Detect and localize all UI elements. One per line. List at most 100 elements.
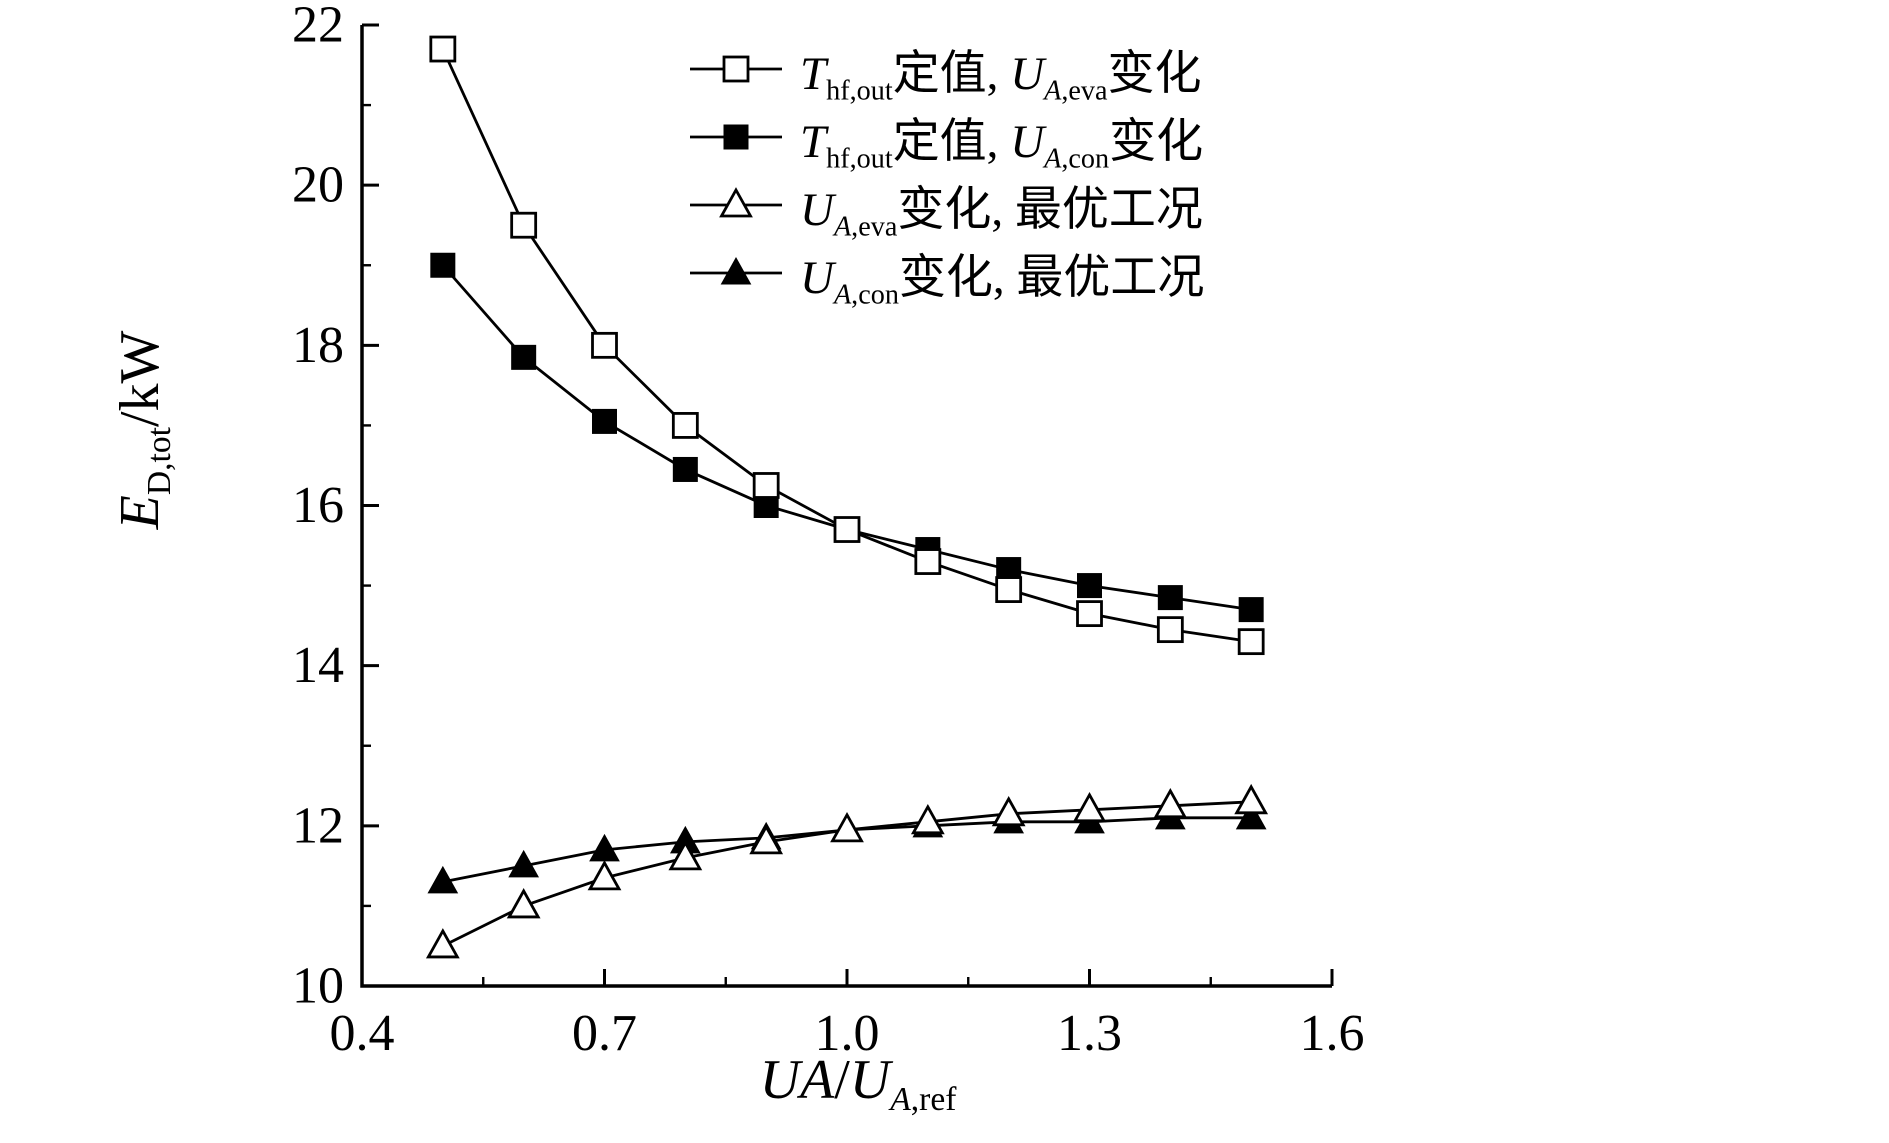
data-point-marker <box>1238 597 1264 623</box>
legend-sub: A,con <box>1044 143 1109 174</box>
legend-item: UA,eva变化, 最优工况 <box>688 170 1204 242</box>
legend-text: 变化, 最优工况 <box>897 183 1203 236</box>
legend-marker <box>723 124 749 150</box>
data-point-marker <box>991 795 1026 827</box>
open-square-marker-icon <box>688 50 784 86</box>
data-point-marker <box>1153 787 1188 819</box>
y-axis-tick-label: 10 <box>292 958 344 1015</box>
x-axis-tick-label: 0.4 <box>330 1005 395 1062</box>
data-point-marker <box>668 839 703 871</box>
x-axis-subscript-roman: ,ref <box>910 1081 957 1119</box>
data-point-marker <box>591 331 618 359</box>
legend-text: 定值, <box>892 47 1011 100</box>
data-point-marker <box>752 472 780 499</box>
x-axis-subscript: A,ref <box>890 1081 956 1118</box>
legend-var: U <box>800 183 834 236</box>
legend-marker <box>722 55 750 83</box>
legend-marker <box>719 187 753 218</box>
legend-label: UA,con变化, 最优工况 <box>800 238 1205 310</box>
legend-var: U <box>1010 115 1045 168</box>
y-axis-tick-label: 22 <box>292 0 344 54</box>
data-point-marker <box>506 888 541 919</box>
legend-item: Thf,out定值, UA,eva变化 <box>688 34 1204 106</box>
data-point-marker <box>508 849 540 878</box>
legend-sub: hf,out <box>826 143 893 174</box>
data-point-marker <box>1072 791 1107 823</box>
data-point-marker <box>914 548 942 575</box>
data-point-marker <box>1237 628 1265 656</box>
legend-sub-roman: ,eva <box>851 210 898 242</box>
y-axis-tick-label: 12 <box>292 797 344 854</box>
legend-text: 定值, <box>892 115 1011 168</box>
legend-sub-italic: A <box>1044 142 1062 174</box>
legend-sub-roman: ,con <box>851 278 899 310</box>
y-axis-tick-label: 16 <box>292 477 344 534</box>
data-point-marker <box>429 35 457 63</box>
legend-sub: A,con <box>834 279 899 310</box>
data-point-marker <box>1156 616 1184 644</box>
data-point-marker <box>1076 600 1103 628</box>
data-point-marker <box>510 211 538 239</box>
filled-square-marker-icon <box>688 118 784 154</box>
legend-sub-roman: hf,out <box>826 142 893 174</box>
legend-sub: A,eva <box>834 211 897 242</box>
legend-text: 变化 <box>1109 115 1204 168</box>
legend-sub-italic: A <box>833 210 852 242</box>
data-point-marker <box>1235 801 1267 830</box>
x-axis-tick-label: 1.6 <box>1300 1005 1365 1062</box>
data-point-marker <box>671 412 699 439</box>
legend-sub-roman: ,con <box>1061 142 1110 174</box>
data-point-marker <box>511 344 537 370</box>
data-point-marker <box>592 408 617 434</box>
legend-var: T <box>800 47 827 100</box>
x-axis-variable-2: U <box>849 1049 891 1111</box>
x-axis-subscript-italic: A <box>890 1081 911 1119</box>
data-point-marker <box>587 860 622 891</box>
legend-label: UA,eva变化, 最优工况 <box>800 170 1203 242</box>
legend-label: Thf,out定值, UA,con变化 <box>800 102 1204 174</box>
x-axis-title: UA/UA,ref <box>759 1048 957 1116</box>
y-axis-tick-label: 20 <box>292 157 344 214</box>
x-axis-variable-1: UA <box>759 1049 835 1111</box>
legend-sub-roman: hf,out <box>826 74 893 106</box>
data-point-marker <box>672 456 698 482</box>
data-point-marker <box>830 811 864 843</box>
legend-var: U <box>1010 47 1045 100</box>
legend-sub-italic: A <box>833 278 852 310</box>
legend-key-line <box>690 187 782 218</box>
y-axis-tick-label: 18 <box>292 317 344 374</box>
x-axis-tick-label: 1.3 <box>1057 1005 1122 1062</box>
legend-sub-roman: ,eva <box>1061 74 1108 106</box>
data-point-marker <box>1077 573 1102 599</box>
filled-triangle-marker-icon <box>688 254 784 290</box>
data-point-marker <box>427 865 459 894</box>
data-point-marker <box>1234 783 1269 815</box>
legend-text: 变化, 最优工况 <box>898 251 1205 304</box>
legend-key-line <box>690 124 782 150</box>
y-axis-variable: E <box>109 495 171 530</box>
x-axis-tick-label: 0.7 <box>572 1005 637 1062</box>
legend-item: UA,con变化, 最优工况 <box>688 238 1205 310</box>
data-point-marker <box>910 803 945 835</box>
legend-key-line <box>690 55 782 83</box>
legend-sub: hf,out <box>826 75 893 106</box>
y-axis-subscript: D,tot <box>141 427 179 496</box>
data-point-marker <box>749 823 784 855</box>
data-point-marker <box>833 516 861 543</box>
x-axis-tick-label: 1.0 <box>815 1005 880 1062</box>
x-axis-slash: / <box>834 1049 850 1111</box>
legend: Thf,out定值, UA,eva变化 Thf,out定值, UA,con变化 … <box>688 34 1205 310</box>
legend-key-line <box>690 256 782 285</box>
legend-var: T <box>800 115 827 168</box>
legend-label: Thf,out定值, UA,eva变化 <box>800 34 1202 106</box>
y-axis-unit: /kW <box>109 330 171 428</box>
legend-var: U <box>800 251 834 304</box>
open-triangle-marker-icon <box>688 186 784 222</box>
legend-marker <box>720 256 752 285</box>
y-axis-tick-label: 14 <box>292 637 344 694</box>
data-point-marker <box>425 928 460 959</box>
legend-text: 变化 <box>1107 47 1202 100</box>
data-point-marker <box>430 252 456 278</box>
